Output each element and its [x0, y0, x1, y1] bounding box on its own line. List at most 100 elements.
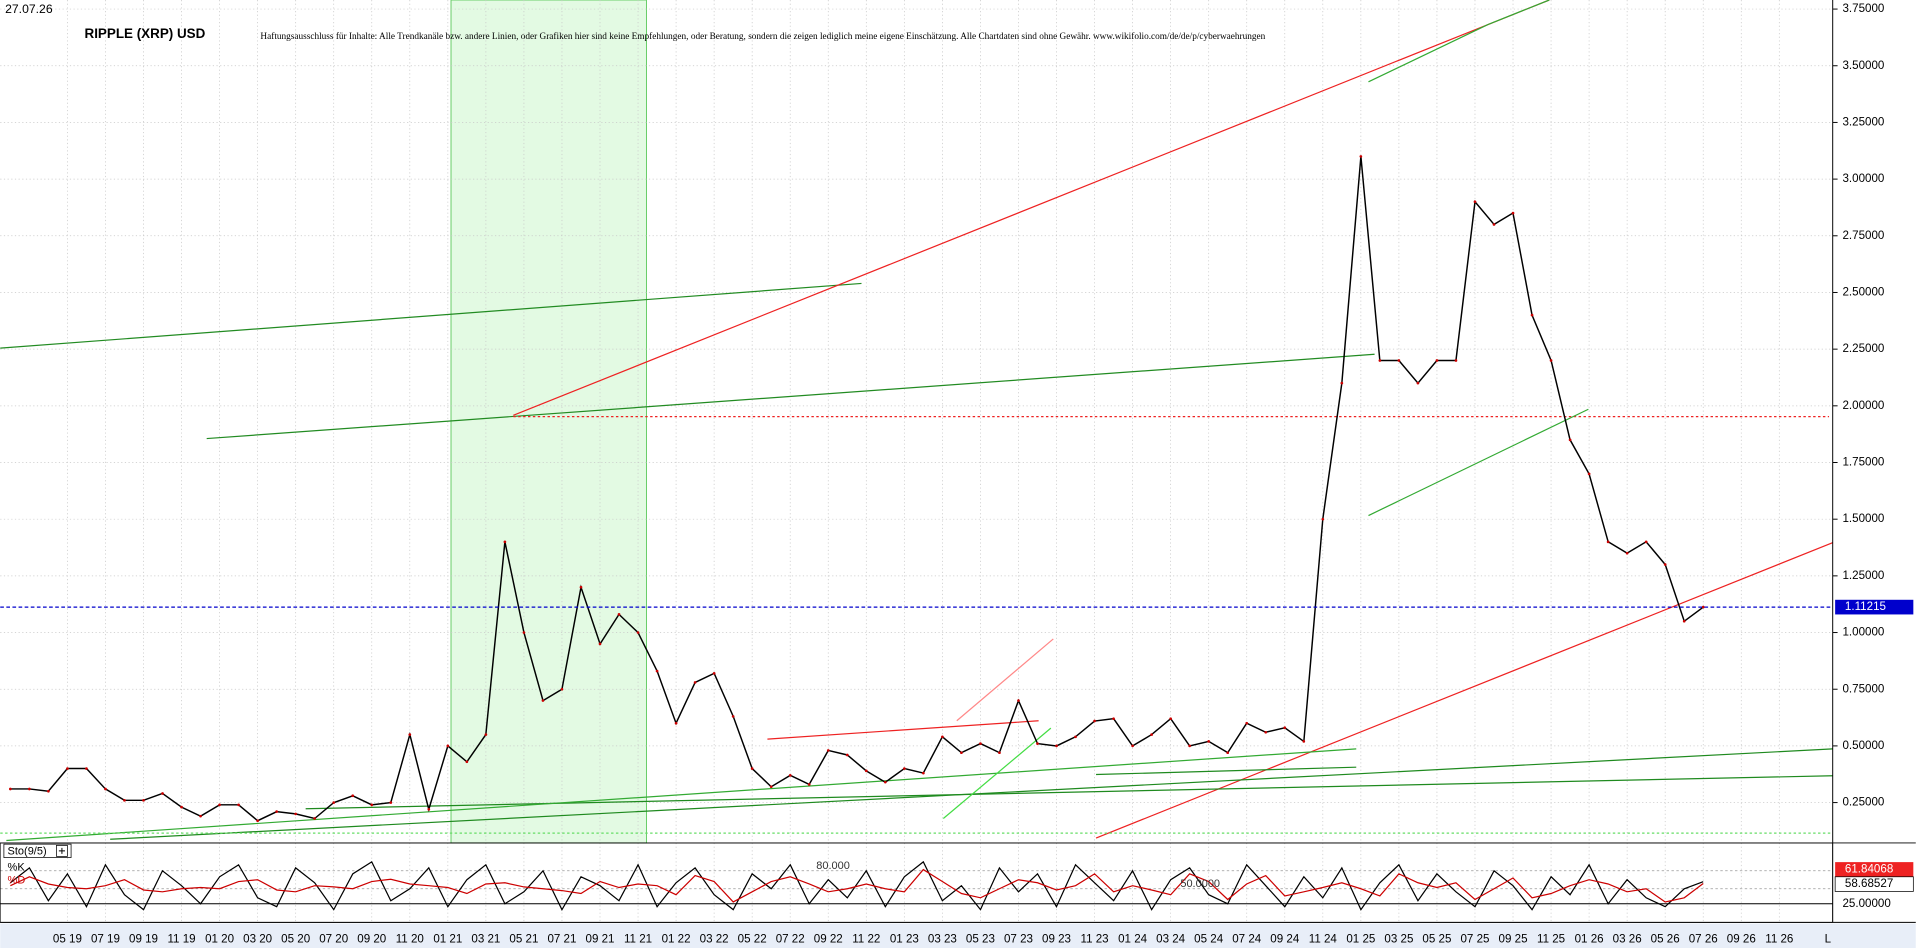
x-tick-label: 09 22: [814, 933, 843, 946]
price-point: [1302, 740, 1306, 743]
price-point: [66, 767, 69, 770]
trend-line: [1487, 0, 1550, 26]
price-point: [617, 613, 621, 616]
x-tick-label: 11 26: [1765, 933, 1793, 946]
x-tick-label: 09 24: [1270, 933, 1300, 946]
price-point: [1397, 359, 1401, 362]
price-point: [864, 769, 868, 773]
trend-line: [6, 748, 1357, 842]
value-box: [1835, 862, 1914, 877]
x-tick-label: 07 22: [776, 933, 805, 946]
x-tick-label: 01 22: [662, 933, 691, 946]
x-tick-label: 09 20: [357, 933, 386, 946]
x-tick-label: 11 24: [1309, 933, 1338, 946]
x-tick-label: 01 24: [1118, 933, 1148, 946]
price-point: [218, 803, 221, 807]
x-tick-label: 09 19: [129, 933, 158, 946]
price-point: [465, 760, 469, 764]
x-tick-label: 03 25: [1384, 933, 1413, 946]
price-point: [922, 771, 925, 775]
price-point: [1207, 740, 1211, 743]
price-point: [484, 733, 488, 736]
axis-panel: [1832, 0, 1916, 948]
price-point: [1245, 721, 1249, 725]
price-point: [1150, 733, 1153, 736]
price-point: [294, 812, 298, 816]
price-point: [47, 789, 50, 793]
price-point: [351, 794, 355, 798]
x-tick-label: 11 25: [1537, 933, 1565, 946]
y-tick-label: 2.75000: [1842, 229, 1884, 242]
price-point: [1378, 359, 1382, 362]
y-tick-label: 1.50000: [1842, 512, 1884, 525]
price-point: [674, 721, 678, 725]
x-tick-label: 09 21: [586, 933, 615, 946]
y-tick-label: 1.25000: [1842, 569, 1884, 582]
x-tick-label: 05 19: [53, 933, 82, 946]
price-point: [199, 814, 202, 818]
last-price-label: 1.11215: [1845, 600, 1886, 613]
price-point: [9, 787, 12, 791]
x-tick-label: 07 23: [1004, 933, 1033, 946]
value-box: [1834, 876, 1914, 892]
price-point: [1169, 717, 1172, 721]
x-tick-label: 03 24: [1156, 933, 1186, 946]
x-tick-label: 05 26: [1651, 933, 1680, 946]
y-tick-label: 0.50000: [1842, 739, 1884, 752]
x-tick-label: 05 21: [509, 933, 538, 946]
value-label: 61.84068: [1845, 863, 1893, 876]
stochastic-line: [9, 860, 1704, 911]
x-axis-band: [0, 923, 1916, 948]
price-point: [180, 805, 183, 809]
stochastic-line: [10, 868, 1704, 903]
price-point: [788, 774, 792, 777]
price-point: [655, 669, 659, 673]
price-point: [1188, 744, 1192, 748]
price-point: [1321, 517, 1325, 521]
price-point: [104, 787, 107, 791]
value-label: 58.68527: [1845, 877, 1893, 890]
trend-line: [0, 282, 862, 349]
price-line: [10, 156, 1704, 822]
legend-label: %D: [8, 875, 26, 887]
axis-end-label: L: [1825, 933, 1832, 946]
price-point: [1264, 730, 1268, 734]
price-point: [1473, 200, 1477, 204]
price-point: [1435, 359, 1439, 362]
price-point: [1492, 223, 1496, 226]
price-point: [1036, 742, 1039, 745]
date-label: 27.07.26: [5, 2, 53, 16]
x-tick-label: 07 24: [1232, 933, 1262, 946]
price-point: [1359, 155, 1363, 158]
price-point: [237, 803, 240, 807]
labels: 27.07.26 RIPPLE (XRP) USD Haftungsaussch…: [3, 2, 1914, 946]
price-point: [503, 540, 507, 544]
trend-line: [942, 727, 1052, 819]
x-tick-label: 03 20: [243, 933, 272, 946]
x-tick-label: 01 26: [1575, 933, 1604, 946]
price-point: [712, 672, 716, 675]
y-tick-label: 2.25000: [1842, 342, 1884, 355]
y-tick-label: 2.50000: [1842, 286, 1884, 299]
price-point: [1530, 313, 1534, 317]
plus-icon: [58, 847, 65, 854]
price-point: [427, 808, 431, 811]
x-tick-label: 01 25: [1346, 933, 1375, 946]
price-point: [1226, 751, 1230, 755]
x-tick-label: 11 22: [852, 933, 880, 946]
price-point: [1663, 563, 1667, 566]
x-tick-label: 03 26: [1613, 933, 1642, 946]
trend-line: [1096, 766, 1357, 776]
price-point: [1131, 744, 1134, 748]
last-price-box: [1835, 599, 1914, 615]
y-tick-label: 3.75000: [1842, 2, 1884, 15]
x-tick-label: 07 21: [547, 933, 576, 946]
trend-line: [956, 638, 1054, 722]
price-point: [1055, 744, 1058, 748]
chart-title: RIPPLE (XRP) USD: [85, 26, 206, 41]
x-tick-label: 05 24: [1194, 933, 1224, 946]
x-tick-label: 01 23: [890, 933, 919, 946]
trend-line: [513, 0, 1550, 416]
highlight-zone: [450, 0, 647, 844]
legend-label: %K: [8, 861, 26, 873]
